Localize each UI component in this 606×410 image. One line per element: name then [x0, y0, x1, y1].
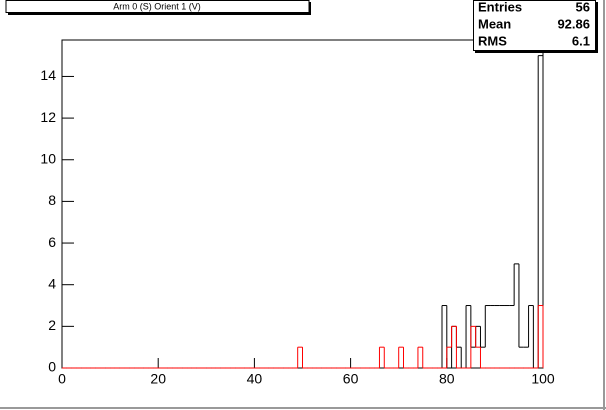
stats-value: 6.1: [572, 33, 590, 48]
stats-label: Entries: [478, 0, 522, 14]
x-tick-label: 60: [343, 371, 359, 387]
x-tick-label: 0: [58, 371, 66, 387]
title-box: [5, 0, 310, 13]
stats-value: 92.86: [557, 16, 590, 31]
y-tick-label: 8: [48, 192, 56, 208]
y-tick-label: 0: [48, 359, 56, 375]
y-tick-label: 2: [48, 317, 56, 333]
stats-label: RMS: [478, 33, 507, 48]
stats-frame: [473, 0, 596, 51]
y-tick-label: 6: [48, 234, 56, 250]
y-tick-label: 14: [40, 67, 56, 83]
chart-title: Arm 0 (S) Orient 1 (V): [113, 1, 201, 11]
y-tick-label: 10: [40, 150, 56, 166]
x-tick-label: 100: [531, 371, 555, 387]
y-tick-label: 12: [40, 109, 56, 125]
x-tick-label: 40: [247, 371, 263, 387]
stats-label: Mean: [478, 16, 511, 31]
stats-box: [473, 0, 598, 53]
stats-value: 56: [576, 0, 590, 14]
x-tick-label: 80: [439, 371, 455, 387]
y-tick-label: 4: [48, 275, 56, 291]
x-tick-label: 20: [150, 371, 166, 387]
